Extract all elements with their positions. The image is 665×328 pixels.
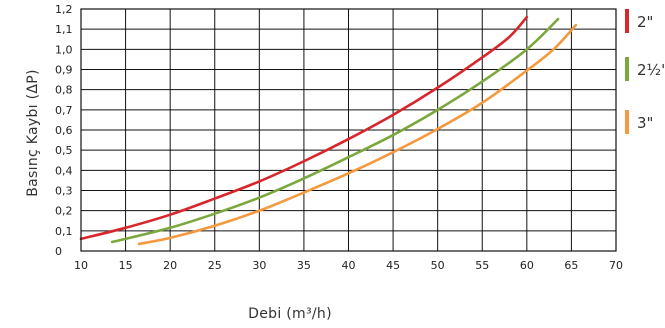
y-tick-label: 0,5 [55, 144, 73, 157]
plot-border [80, 8, 617, 252]
x-tick-label: 30 [252, 259, 266, 272]
x-tick-label: 15 [119, 259, 133, 272]
y-tick-label: 0,9 [55, 64, 73, 77]
x-tick-label: 55 [475, 259, 489, 272]
x-tick-label: 50 [431, 259, 445, 272]
legend-label: 2" [637, 13, 653, 31]
y-tick-label: 1,2 [55, 3, 73, 16]
legend-3-inch: 3" [625, 110, 653, 134]
series-2-inch-line [79, 15, 529, 241]
legend-label: 3" [637, 114, 653, 132]
legend: 2" 2½" 3" [625, 9, 665, 134]
series-3-inch-line [137, 23, 578, 246]
legend-swatch [625, 110, 629, 134]
x-tick-label: 70 [609, 259, 623, 272]
x-tick-label: 60 [520, 259, 534, 272]
y-tick-label: 0,8 [55, 84, 73, 97]
y-axis-title: Basınç Kaybı (ΔP) [25, 69, 41, 196]
x-tick-labels: 10 15 20 25 30 35 40 45 50 55 60 65 70 [74, 259, 623, 272]
x-tick-label: 35 [297, 259, 311, 272]
series-2-5-inch-line [110, 17, 560, 244]
legend-2-5-inch: 2½" [625, 57, 665, 81]
x-tick-label: 25 [208, 259, 222, 272]
legend-label: 2½" [637, 61, 665, 79]
legend-2-inch: 2" [625, 9, 653, 33]
x-tick-label: 10 [74, 259, 88, 272]
x-tick-label: 65 [564, 259, 578, 272]
y-tick-label: 0,1 [55, 225, 73, 238]
plot-frame [80, 8, 617, 252]
y-tick-label: 1,0 [55, 43, 73, 56]
legend-swatch [625, 9, 629, 33]
y-tick-label: 0,7 [55, 104, 73, 117]
y-tick-labels: 0 0,1 0,2 0,3 0,4 0,5 0,6 0,7 0,8 0,9 1,0 1,1 1,2 [55, 3, 73, 258]
x-axis-title: Debi (m³/h) [248, 306, 332, 322]
y-tick-label: 0 [55, 245, 62, 258]
y-tick-label: 1,1 [55, 23, 73, 36]
legend-swatch [625, 57, 629, 81]
x-tick-label: 20 [163, 259, 177, 272]
y-tick-label: 0,4 [55, 164, 73, 177]
x-tick-label: 40 [342, 259, 356, 272]
x-tick-label: 45 [386, 259, 400, 272]
y-tick-label: 0,3 [55, 185, 73, 198]
y-tick-label: 0,6 [55, 124, 73, 137]
y-tick-label: 0,2 [55, 205, 73, 218]
series-lines [79, 15, 578, 246]
grid [80, 8, 617, 252]
